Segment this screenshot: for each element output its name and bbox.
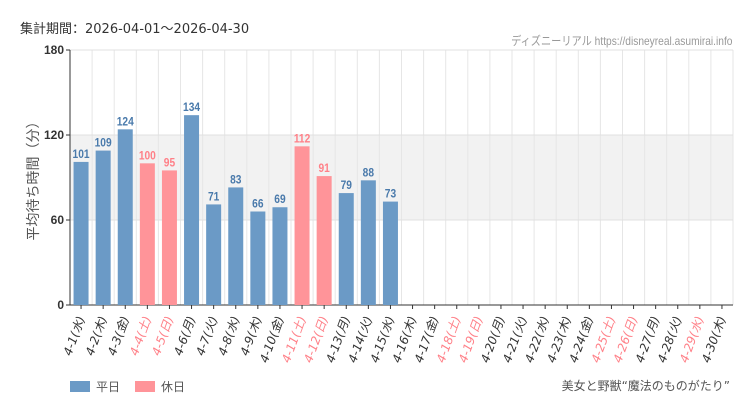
bar xyxy=(117,129,133,305)
attraction-name: 美女と野獣“魔法のものがたり” xyxy=(561,379,730,393)
bar xyxy=(139,163,155,305)
bar xyxy=(272,207,288,305)
bar-value-label: 112 xyxy=(294,133,310,146)
y-tick-label: 120 xyxy=(44,128,64,142)
site-credit: ディズニーリアル https://disneyreal.asumirai.inf… xyxy=(510,34,732,48)
y-tick-label: 0 xyxy=(57,298,64,312)
bar-value-label: 100 xyxy=(139,150,156,163)
bar-value-label: 66 xyxy=(252,198,263,211)
bar xyxy=(228,187,244,305)
bar xyxy=(184,115,200,306)
legend-weekday: 平日 xyxy=(70,378,120,395)
bar xyxy=(338,193,354,305)
legend-holiday: 休日 xyxy=(135,378,185,395)
y-tick-label: 180 xyxy=(44,43,64,57)
bar-value-label: 101 xyxy=(73,148,90,161)
bar xyxy=(73,161,89,305)
legend-swatch-weekday xyxy=(70,381,90,392)
period-label: 集計期間：2026-04-01～2026-04-30 xyxy=(20,22,250,37)
legend-label-holiday: 休日 xyxy=(161,380,186,394)
y-axis-title: 平均待ち時間（分） xyxy=(26,115,42,241)
bar xyxy=(382,201,398,305)
bar xyxy=(250,211,266,305)
bar-value-label: 79 xyxy=(341,179,352,192)
bar-value-label: 71 xyxy=(208,191,219,204)
bar xyxy=(360,180,376,305)
y-tick-label: 60 xyxy=(51,213,65,227)
bar-value-label: 109 xyxy=(95,137,112,150)
bar xyxy=(316,176,332,305)
legend-label-weekday: 平日 xyxy=(96,380,121,394)
legend-swatch-holiday xyxy=(135,381,155,392)
bar xyxy=(294,146,310,305)
bar-value-label: 91 xyxy=(318,162,329,175)
bar-value-label: 88 xyxy=(363,167,374,180)
bar-value-label: 69 xyxy=(274,194,285,207)
bar-value-label: 95 xyxy=(164,157,175,170)
bar-value-label: 134 xyxy=(183,101,201,114)
bar xyxy=(206,204,222,305)
bar-value-label: 83 xyxy=(230,174,241,187)
bar-value-label: 73 xyxy=(385,188,396,201)
bar-value-label: 124 xyxy=(117,116,135,129)
bar xyxy=(161,170,177,305)
bar xyxy=(95,150,111,305)
